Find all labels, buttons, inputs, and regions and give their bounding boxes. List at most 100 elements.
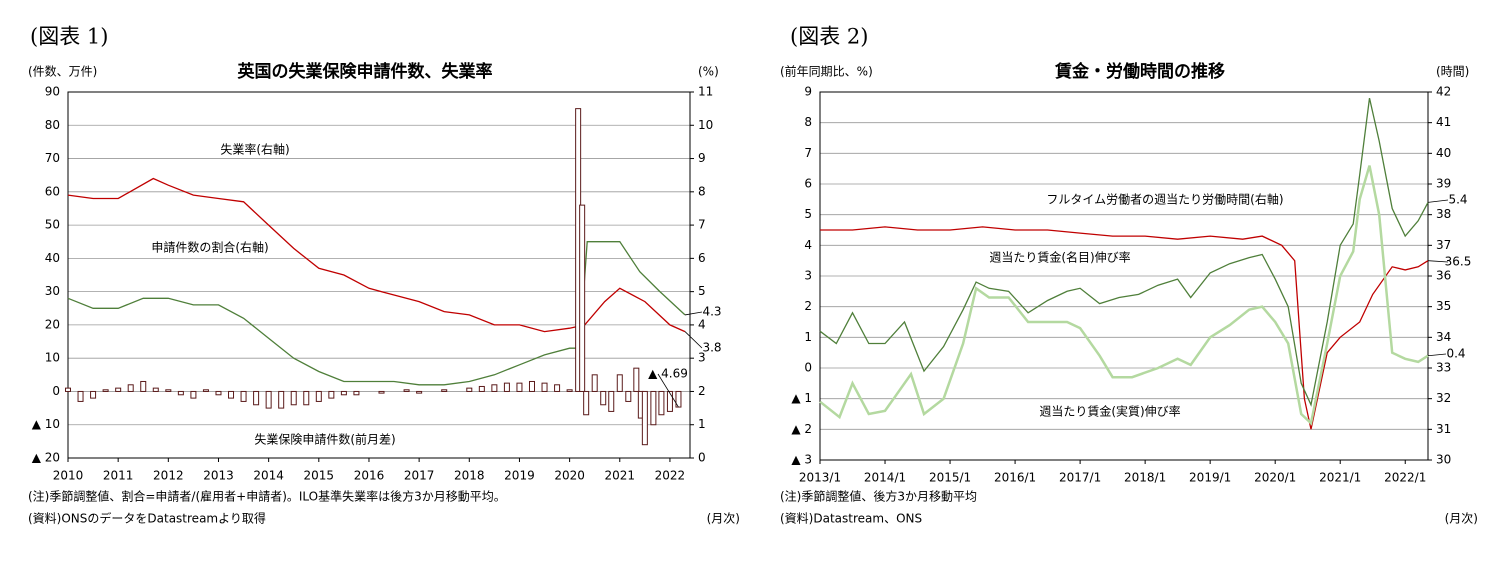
- bar: [591, 374, 598, 392]
- bar: [165, 389, 172, 392]
- end-leader: [684, 331, 703, 349]
- bar: [600, 390, 607, 406]
- x-tick-label: 2019: [504, 469, 535, 483]
- bar: [127, 384, 134, 392]
- bar: [228, 390, 235, 399]
- end-label: 0.4: [1446, 347, 1465, 361]
- x-tick-label: 2015/1: [929, 471, 971, 485]
- y2-tick-label: 30: [1436, 453, 1451, 467]
- line: [67, 177, 686, 333]
- bar: [641, 390, 648, 446]
- y-tick-label: 8: [804, 115, 812, 129]
- bar: [658, 390, 665, 416]
- bar: [353, 390, 360, 396]
- end-label: 3.8: [702, 341, 721, 355]
- bar: [290, 390, 297, 406]
- bar: [115, 387, 122, 392]
- bar: [583, 390, 590, 416]
- series-label: 週当たり賃金(名目)伸び率: [989, 250, 1130, 265]
- y2-tick-label: 7: [698, 218, 706, 232]
- bar: [441, 389, 448, 392]
- bar: [90, 390, 97, 399]
- end-label: 5.4: [1448, 193, 1467, 207]
- note: (注)季節調整値、後方3か月移動平均: [780, 489, 977, 504]
- bar: [102, 389, 109, 392]
- y-axis-label: (前年同期比、%): [780, 64, 873, 79]
- y-tick-label: ▲ 2: [791, 422, 812, 436]
- bar: [616, 374, 623, 392]
- y2-tick-label: 42: [1436, 85, 1451, 99]
- y2-tick-label: 34: [1436, 330, 1451, 344]
- x-tick-label: 2020: [554, 469, 585, 483]
- end-label: 4.3: [702, 305, 721, 319]
- figure-label: (図表 2): [790, 25, 868, 49]
- bar: [478, 385, 485, 392]
- bar: [625, 390, 632, 402]
- plot-frame: [819, 91, 1429, 461]
- bar: [666, 390, 673, 412]
- bar: [303, 390, 310, 406]
- y-tick-label: 80: [45, 118, 60, 132]
- y2-tick-label: 38: [1436, 207, 1451, 221]
- end-leader: [684, 311, 703, 316]
- bar: [278, 390, 285, 409]
- y-tick-label: ▲ 3: [791, 453, 812, 467]
- bar: [140, 380, 147, 392]
- bar: [315, 390, 322, 402]
- bar: [579, 204, 586, 392]
- y-tick-label: 10: [45, 351, 60, 365]
- bar: [416, 390, 423, 394]
- line: [67, 241, 686, 386]
- end-label: ▲ 4.69: [648, 367, 688, 381]
- y-tick-label: 3: [804, 269, 812, 283]
- plot-frame: [67, 91, 691, 459]
- y-tick-label: 7: [804, 146, 812, 160]
- y2-tick-label: 40: [1436, 146, 1451, 160]
- y2-tick-label: 6: [698, 251, 706, 265]
- figure-label: (図表 1): [30, 25, 108, 49]
- y2-tick-label: 31: [1436, 422, 1451, 436]
- frequency: (月次): [1445, 512, 1478, 526]
- y2-tick-label: 3: [698, 351, 706, 365]
- bar: [528, 380, 535, 392]
- x-tick-label: 2022/1: [1384, 471, 1426, 485]
- y2-tick-label: 4: [698, 317, 706, 331]
- bar: [340, 390, 347, 396]
- y-tick-label: 50: [45, 218, 60, 232]
- x-tick-label: 2013/1: [799, 471, 841, 485]
- y2-tick-label: 36: [1436, 269, 1451, 283]
- y-tick-label: 9: [804, 85, 812, 99]
- bar: [77, 390, 84, 402]
- series-label: 週当たり賃金(実質)伸び率: [1039, 404, 1180, 419]
- y-tick-label: 2: [804, 299, 812, 313]
- line: [819, 97, 1429, 407]
- y-tick-label: ▲ 10: [32, 417, 60, 431]
- bar: [65, 387, 71, 392]
- x-tick-label: 2022: [655, 469, 686, 483]
- chart-title: 賃金・労働時間の推移: [1054, 61, 1225, 82]
- x-tick-label: 2018/1: [1124, 471, 1166, 485]
- y2-tick-label: 9: [698, 151, 706, 165]
- y-tick-label: 60: [45, 184, 60, 198]
- note: (資料)Datastream、ONS: [780, 512, 922, 526]
- bar: [503, 382, 510, 392]
- bar: [650, 390, 657, 426]
- bar: [328, 390, 335, 399]
- x-tick-label: 2010: [53, 469, 84, 483]
- x-tick-label: 2021: [605, 469, 636, 483]
- y-tick-label: ▲ 20: [32, 451, 60, 465]
- note: (資料)ONSのデータをDatastreamより取得: [28, 511, 266, 526]
- end-leader: [1427, 260, 1449, 263]
- y-tick-label: 20: [45, 317, 60, 331]
- frequency: (月次): [707, 512, 740, 526]
- end-leader: [1427, 199, 1449, 203]
- bar: [608, 390, 615, 412]
- y2-tick-label: 5: [698, 284, 706, 298]
- bar: [202, 389, 209, 392]
- y-tick-label: 30: [45, 284, 60, 298]
- y2-tick-label: 8: [698, 184, 706, 198]
- bar: [554, 384, 561, 392]
- y2-axis-label: (%): [698, 65, 719, 79]
- x-tick-label: 2014: [253, 469, 284, 483]
